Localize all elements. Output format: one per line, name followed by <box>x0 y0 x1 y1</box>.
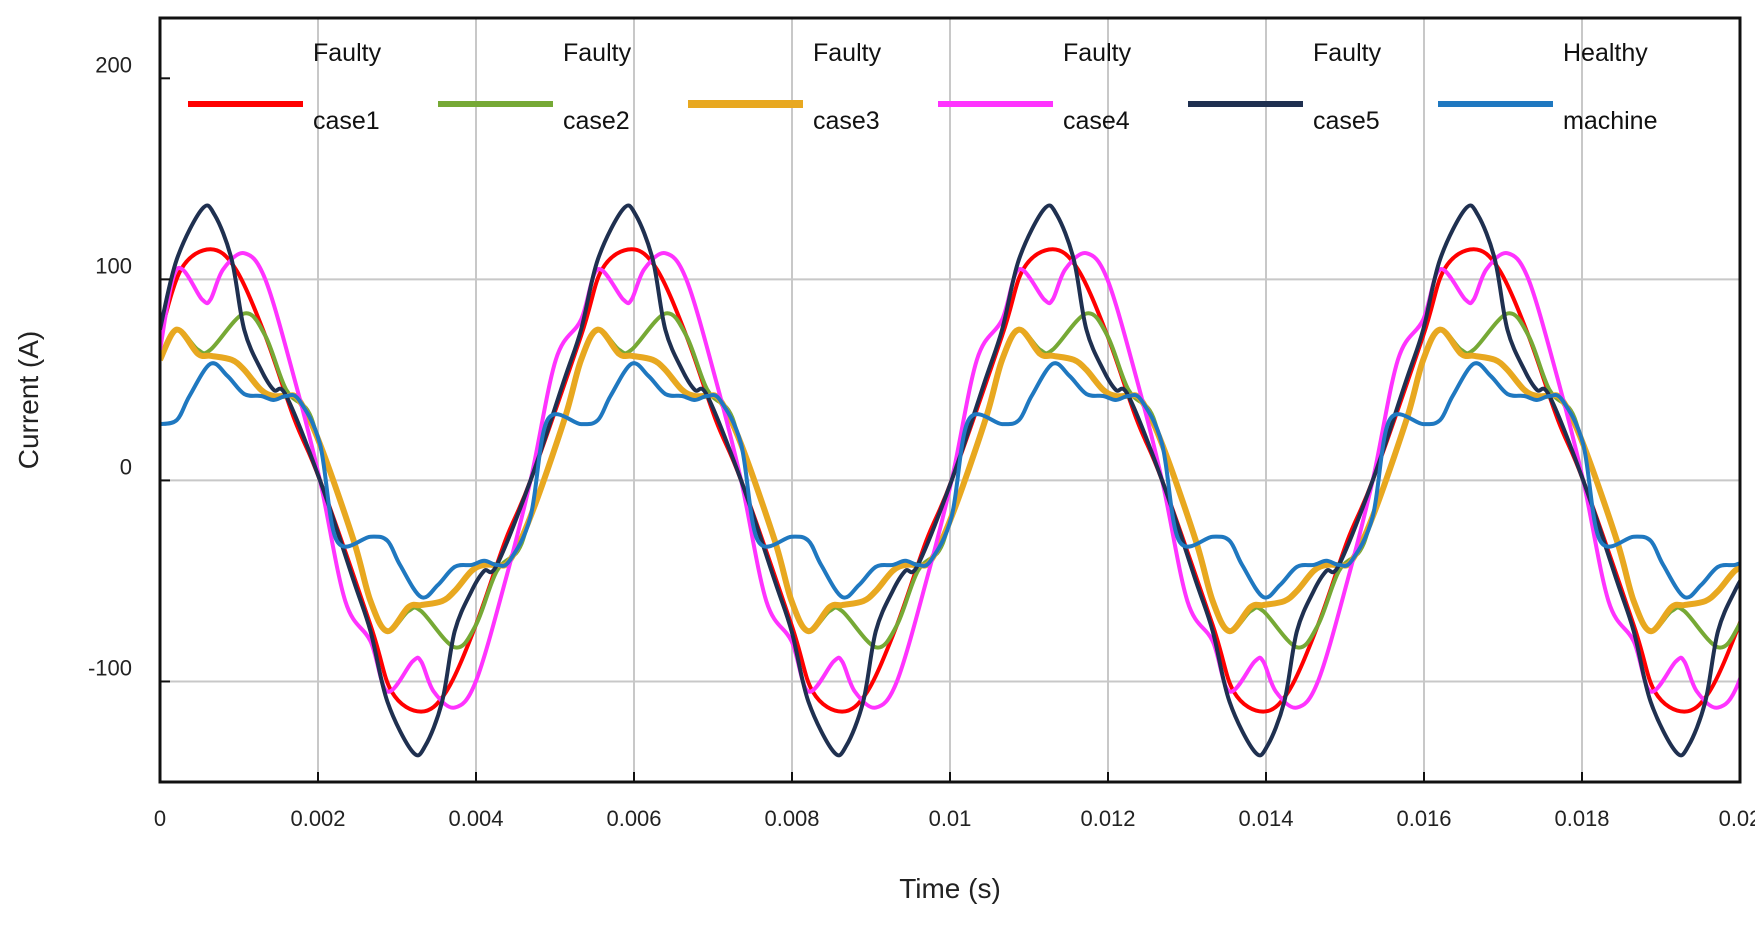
legend-label-5: case5 <box>1313 107 1380 135</box>
series-line-6 <box>160 361 1740 600</box>
legend-label-3: case3 <box>813 107 880 135</box>
x-tick-label: 0.018 <box>1554 806 1609 831</box>
legend-label-6: Healthy <box>1563 39 1648 67</box>
x-tick-label: 0 <box>154 806 166 831</box>
x-tick-label: 0.02 <box>1719 806 1755 831</box>
legend-label-2: Faulty <box>563 39 632 67</box>
x-tick-label: 0.002 <box>290 806 345 831</box>
legend-label-5: Faulty <box>1313 39 1382 67</box>
series-line-5 <box>160 203 1740 758</box>
x-tick-label: 0.014 <box>1238 806 1293 831</box>
y-tick-label: 100 <box>95 253 132 278</box>
axes-layer: 0 0.002 0.004 0.006 0.008 0.01 0.012 0.014 0.016… <box>88 52 1755 831</box>
legend-label-2: case2 <box>563 107 630 135</box>
y-tick-label: 200 <box>95 52 132 77</box>
legend-label-4: Faulty <box>1063 39 1132 67</box>
legend: Faulty case1 Faulty case2 Faulty case3 Faulty c… <box>188 39 1658 135</box>
x-tick-label: 0.006 <box>606 806 661 831</box>
x-tick-label: 0.004 <box>448 806 503 831</box>
x-tick-label: 0.008 <box>764 806 819 831</box>
series-layer <box>160 203 1740 758</box>
legend-label-3: Faulty <box>813 39 882 67</box>
grid-layer <box>160 18 1741 782</box>
legend-label-1: Faulty <box>313 39 382 67</box>
series-line-4 <box>160 251 1740 710</box>
legend-label-4: case4 <box>1063 107 1130 135</box>
x-tick-label: 0.01 <box>929 806 972 831</box>
x-axis-title: Time (s) <box>899 873 1001 904</box>
y-tick-label: 0 <box>120 454 132 479</box>
y-axis-title: Current (A) <box>13 331 44 469</box>
legend-label-1: case1 <box>313 107 380 135</box>
legend-label-6: machine <box>1563 107 1658 135</box>
x-tick-label: 0.012 <box>1080 806 1135 831</box>
y-tick-label: -100 <box>88 655 132 680</box>
x-tick-label: 0.016 <box>1396 806 1451 831</box>
